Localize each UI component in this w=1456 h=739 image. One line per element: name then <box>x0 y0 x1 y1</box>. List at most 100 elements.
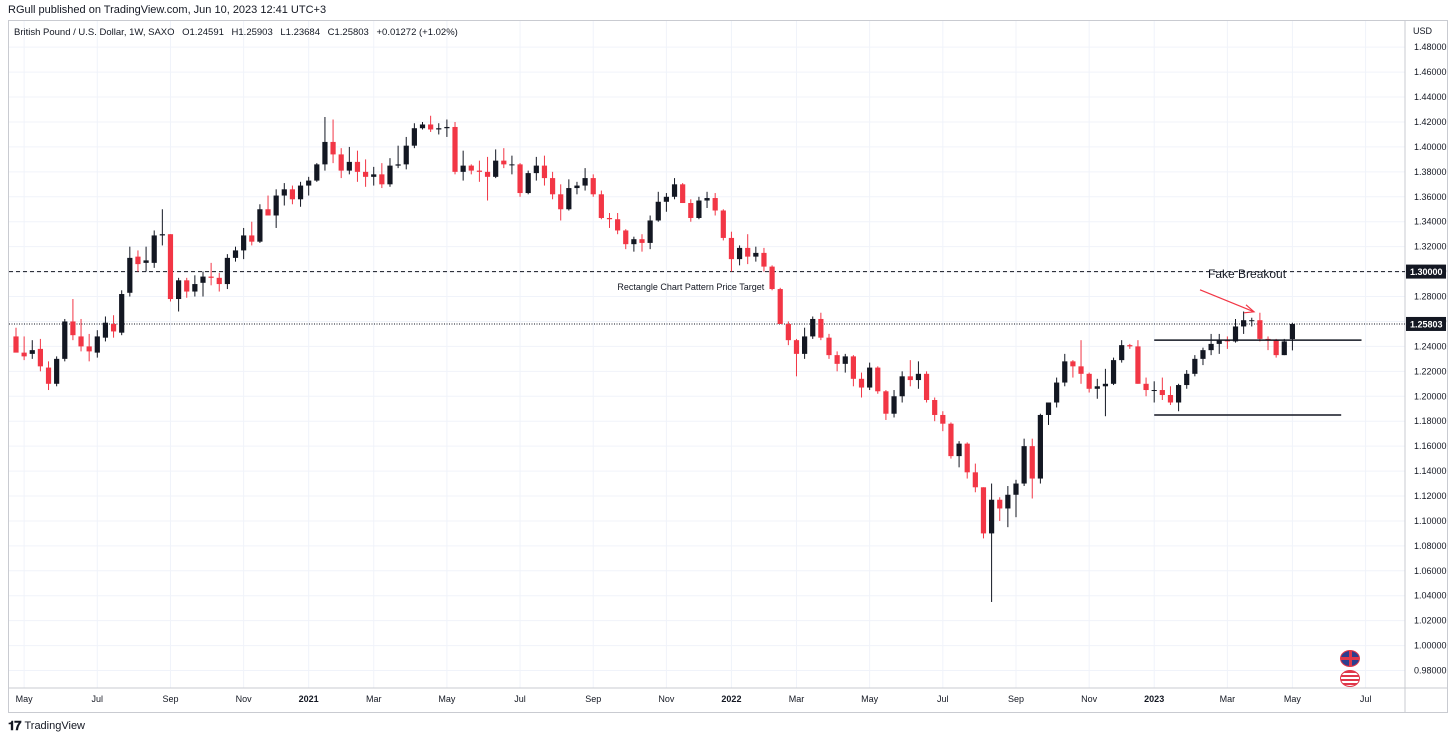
y-tick-label: 1.02000 <box>1414 616 1447 626</box>
candle-body <box>818 318 824 338</box>
x-tick-label: Mar <box>1220 694 1236 704</box>
candle-body <box>338 154 344 171</box>
candle-body <box>720 210 726 238</box>
y-tick-label: 1.00000 <box>1414 641 1447 651</box>
annotation-arrow-head <box>1243 304 1256 314</box>
y-tick-label: 1.36000 <box>1414 192 1447 202</box>
candle-body <box>232 250 239 258</box>
candle-body <box>1151 390 1157 392</box>
candle-body <box>769 266 775 290</box>
candle-body <box>29 350 35 354</box>
legend-open: O1.24591 <box>182 27 224 38</box>
candle-body <box>671 184 678 197</box>
y-tick-label: 1.42000 <box>1414 117 1447 127</box>
candle-body <box>1159 390 1165 396</box>
y-tick-label: 1.08000 <box>1414 541 1447 551</box>
candle-body <box>899 376 905 397</box>
candle-body <box>281 189 287 196</box>
x-tick-label: Jul <box>92 694 104 704</box>
publisher-line: RGull published on TradingView.com, Jun … <box>8 4 327 16</box>
x-tick-label: Nov <box>658 694 675 704</box>
candle-body <box>86 346 92 352</box>
candle-body <box>728 237 735 260</box>
y-tick-label: 1.32000 <box>1414 242 1447 252</box>
candle-body <box>501 160 507 165</box>
us-flag-icon <box>1340 670 1360 687</box>
footer-branding[interactable]: 𝟏𝟕 TradingView <box>8 716 85 736</box>
x-tick-label: Nov <box>236 694 253 704</box>
candle-body <box>216 277 222 285</box>
price-label-bg <box>1406 264 1446 279</box>
uk-flag-icon <box>1340 650 1360 667</box>
candle-body <box>842 356 848 364</box>
x-tick-label: Jul <box>514 694 526 704</box>
candle-body <box>484 171 491 177</box>
candle-body <box>143 260 149 263</box>
candle-body <box>436 128 442 130</box>
candle-body <box>110 323 117 332</box>
candle-body <box>241 235 247 251</box>
y-tick-label: 1.10000 <box>1414 516 1447 526</box>
candle-body <box>541 165 548 179</box>
candle-body <box>354 161 361 172</box>
candle-body <box>1119 345 1125 361</box>
price-chart[interactable]: 0.98000 1.00000 1.02000 1.04000 1.06000 1.080… <box>9 21 1447 712</box>
candle-body <box>761 252 767 267</box>
candle-body <box>21 352 27 357</box>
brand-name: TradingView <box>24 720 86 732</box>
candle-body <box>151 235 157 263</box>
candle-body <box>680 184 686 204</box>
legend-symbol[interactable]: British Pound / U.S. Dollar, 1W, SAXO <box>14 27 175 38</box>
y-tick-label: 1.46000 <box>1414 67 1447 77</box>
y-tick-label: 1.44000 <box>1414 92 1447 102</box>
candle-body <box>907 376 913 381</box>
candle-body <box>289 189 296 200</box>
candle-body <box>176 280 182 300</box>
y-tick-label: 1.16000 <box>1414 441 1447 451</box>
candle-body <box>1045 402 1052 415</box>
candle-body <box>810 318 816 337</box>
candle-body <box>78 336 84 347</box>
candle-body <box>119 294 125 333</box>
annotation-arrow-line <box>1199 289 1255 313</box>
candle-body <box>655 201 661 221</box>
candle-body <box>1102 383 1109 387</box>
candle-body <box>558 194 564 210</box>
x-tick-label: Sep <box>1008 694 1024 704</box>
candle-body <box>1013 483 1019 495</box>
candle-body <box>460 165 466 172</box>
x-tick-label: 2023 <box>1144 694 1164 704</box>
candle-body <box>566 188 572 210</box>
candle-body <box>1167 395 1174 403</box>
candle-body <box>1208 343 1214 351</box>
candle-body <box>980 487 987 534</box>
candle-body <box>631 239 637 245</box>
candle-body <box>1192 358 1198 374</box>
candle-body <box>159 234 165 236</box>
candle-body <box>70 321 76 336</box>
y-tick-label: 1.06000 <box>1414 566 1447 576</box>
symbol-legend: British Pound / U.S. Dollar, 1W, SAXO O1… <box>14 27 463 38</box>
candle-body <box>1200 350 1206 359</box>
candle-body <box>45 367 52 384</box>
candle-body <box>1005 494 1011 509</box>
chart-frame[interactable]: 0.98000 1.00000 1.02000 1.04000 1.06000 1.080… <box>8 20 1448 713</box>
candle-body <box>1037 414 1043 479</box>
candle-body <box>37 348 43 367</box>
candle-body <box>476 170 483 172</box>
candle-body <box>314 164 320 181</box>
candle-body <box>785 323 791 341</box>
candle-body <box>590 178 596 195</box>
candle-body <box>249 235 255 242</box>
candle-body <box>1078 366 1084 374</box>
candle-body <box>62 321 68 359</box>
candle-body <box>777 289 783 324</box>
candle-body <box>428 124 434 130</box>
candle-body <box>582 178 588 186</box>
legend-close: C1.25803 <box>327 27 369 38</box>
candle-body <box>468 165 474 171</box>
candle-body <box>858 378 865 388</box>
candle-body <box>1289 323 1296 340</box>
candle-body <box>826 337 832 356</box>
candle-body <box>452 126 458 172</box>
